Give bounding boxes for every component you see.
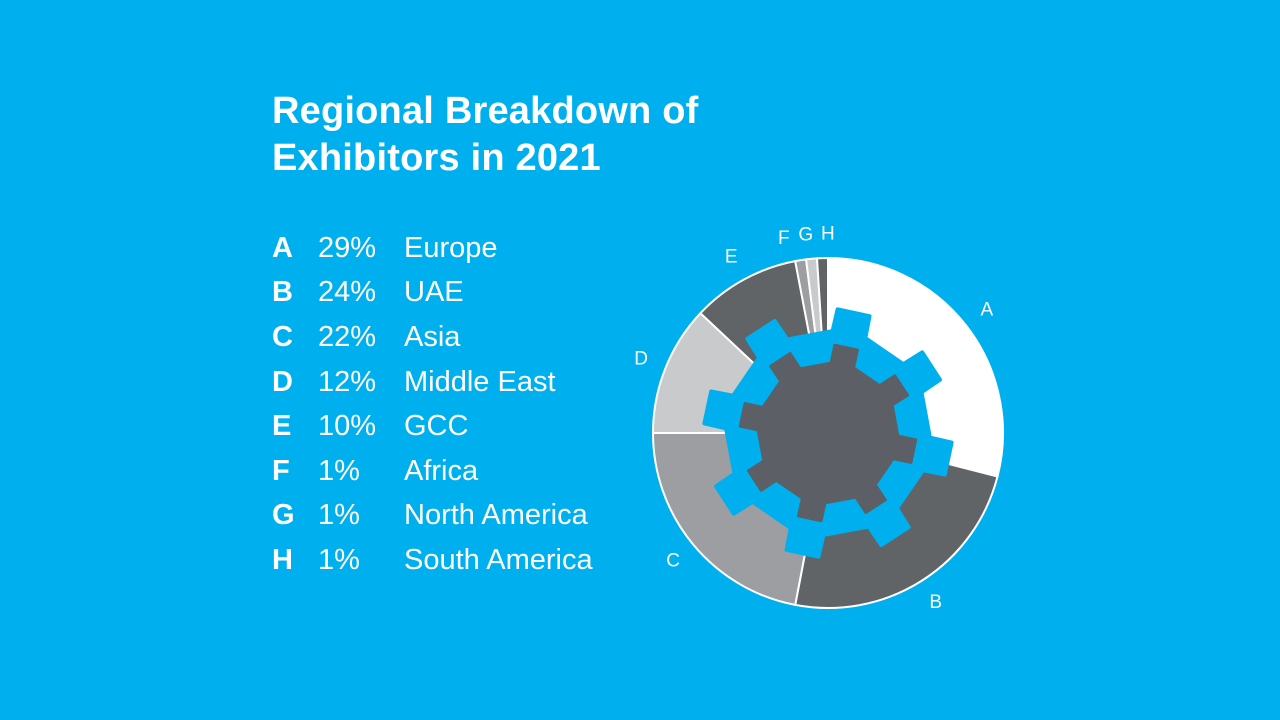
legend-region: North America: [404, 499, 588, 532]
legend-letter: G: [272, 499, 295, 532]
legend-letter: E: [272, 410, 292, 443]
legend-item-c: C 22% Asia: [272, 315, 593, 360]
legend-percent: 22%: [318, 320, 377, 353]
legend-percent: 1%: [318, 499, 360, 532]
legend-percent: 1%: [318, 543, 360, 576]
legend-item-f: F 1% Africa: [272, 449, 593, 494]
slice-label-e: E: [725, 246, 738, 267]
chart-title: Regional Breakdown of Exhibitors in 2021: [272, 88, 698, 181]
legend-region: Middle East: [404, 365, 556, 398]
legend-region: Africa: [404, 454, 479, 487]
slice-label-c: C: [666, 551, 680, 572]
chart-legend: A 29% Europe B 24% UAE C 22% Asia D 12% …: [272, 226, 593, 583]
chart-title-line-2: Exhibitors in 2021: [272, 136, 601, 179]
legend-item-e: E 10% GCC: [272, 404, 593, 449]
slice-label-a: A: [980, 299, 993, 320]
legend-percent: 12%: [318, 365, 377, 398]
gear-icon: [702, 307, 954, 559]
slice-label-f: F: [778, 228, 790, 249]
legend-item-g: G 1% North America: [272, 494, 593, 539]
legend-item-h: H 1% South America: [272, 538, 593, 583]
legend-letter: C: [272, 320, 293, 353]
legend-region: UAE: [404, 276, 464, 309]
slice-label-b: B: [929, 592, 942, 613]
legend-region: GCC: [404, 410, 469, 443]
legend-percent: 10%: [318, 410, 377, 443]
legend-letter: A: [272, 231, 293, 264]
legend-percent: 1%: [318, 454, 360, 487]
legend-region: Asia: [404, 320, 461, 353]
slice-label-g: G: [798, 224, 813, 245]
legend-percent: 29%: [318, 231, 377, 264]
legend-region: South America: [404, 543, 593, 576]
legend-letter: H: [272, 543, 293, 576]
legend-item-b: B 24% UAE: [272, 271, 593, 316]
slice-label-d: D: [634, 349, 648, 370]
legend-letter: D: [272, 365, 293, 398]
legend-letter: B: [272, 276, 293, 309]
chart-title-line-1: Regional Breakdown of: [272, 90, 699, 132]
legend-item-d: D 12% Middle East: [272, 360, 593, 405]
gear-inner: [738, 343, 918, 523]
legend-percent: 24%: [318, 276, 377, 309]
legend-region: Europe: [404, 231, 498, 264]
legend-letter: F: [272, 454, 290, 487]
slice-labels: A B C D E F G H: [634, 224, 993, 614]
legend-item-a: A 29% Europe: [272, 226, 593, 271]
slice-label-h: H: [821, 224, 835, 245]
